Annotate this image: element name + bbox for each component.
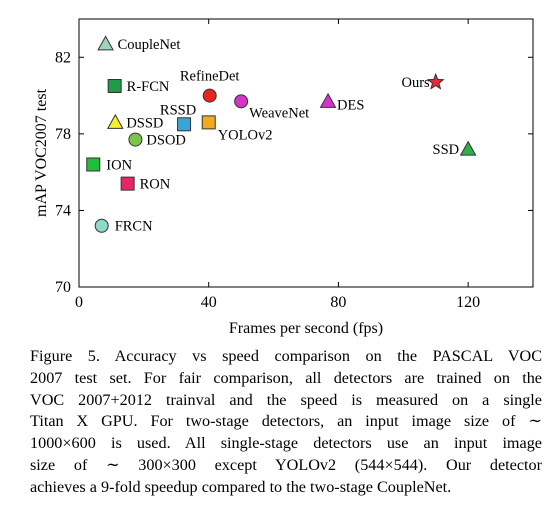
- y-axis-label: mAP VOC2007 test: [33, 88, 50, 217]
- point-dsod: [128, 132, 143, 147]
- y-tick-label: 74: [55, 202, 71, 219]
- point-label-ion: ION: [106, 157, 132, 173]
- point-label-dssd: DSSD: [126, 115, 163, 131]
- point-dssd: [106, 113, 124, 129]
- figure-caption: Figure 5. Accuracy vs speed comparison o…: [30, 346, 542, 499]
- caption-line: VOC 2007+2012 trainval and the speed is …: [30, 390, 542, 409]
- point-label-weavenet: WeaveNet: [249, 105, 309, 121]
- point-ours: [426, 72, 445, 90]
- point-label-ours: Ours: [402, 75, 431, 91]
- point-ssd: [459, 140, 477, 156]
- point-label-r-fcn: R-FCN: [127, 79, 170, 95]
- y-tick-label: 82: [55, 49, 71, 66]
- point-r-fcn: [107, 79, 122, 93]
- x-tick-label: 40: [201, 294, 217, 311]
- point-yolov2: [201, 115, 216, 130]
- point-label-ssd: SSD: [433, 142, 460, 158]
- y-tick-label: 78: [55, 126, 71, 143]
- x-tick-label: 80: [330, 294, 346, 311]
- point-label-rssd: RSSD: [160, 102, 196, 118]
- point-label-dsod: DSOD: [146, 133, 185, 149]
- point-weavenet: [234, 94, 249, 109]
- point-refinedet: [202, 88, 217, 103]
- caption-line: achieves a 9-fold speedup compared to th…: [30, 477, 452, 496]
- point-rssd: [177, 117, 192, 132]
- point-label-refinedet: RefineDet: [180, 69, 240, 85]
- y-tick-label: 70: [55, 279, 71, 296]
- point-ion: [86, 157, 101, 172]
- point-label-frcn: FRCN: [115, 219, 153, 235]
- caption-line: Figure 5. Accuracy vs speed comparison o…: [30, 347, 542, 365]
- x-tick-label: 120: [456, 294, 480, 311]
- point-label-ron: RON: [140, 177, 171, 193]
- caption-line: Titan X GPU. For two-stage detectors, an…: [30, 412, 542, 431]
- point-label-couplenet: CoupleNet: [118, 37, 181, 53]
- caption-line: size of ∼ 300×300 except YOLOv2 (544×544…: [30, 455, 542, 474]
- caption-line: 1000×600 is used. All single-stage detec…: [30, 434, 542, 453]
- point-label-des: DES: [337, 97, 364, 113]
- x-axis-label: Frames per second (fps): [229, 320, 383, 337]
- plot-frame: [78, 18, 534, 288]
- point-des: [319, 92, 337, 108]
- point-couplenet: [97, 35, 114, 51]
- point-frcn: [94, 218, 109, 233]
- x-tick-label: 0: [75, 294, 83, 311]
- point-label-yolov2: YOLOv2: [218, 127, 273, 143]
- caption-line: 2007 test set. For fair comparison, all …: [30, 368, 542, 387]
- point-ron: [120, 176, 135, 191]
- scatter-chart: 0 40 80 120 70 74 78 82 Frames per second (fps) m…: [33, 18, 534, 337]
